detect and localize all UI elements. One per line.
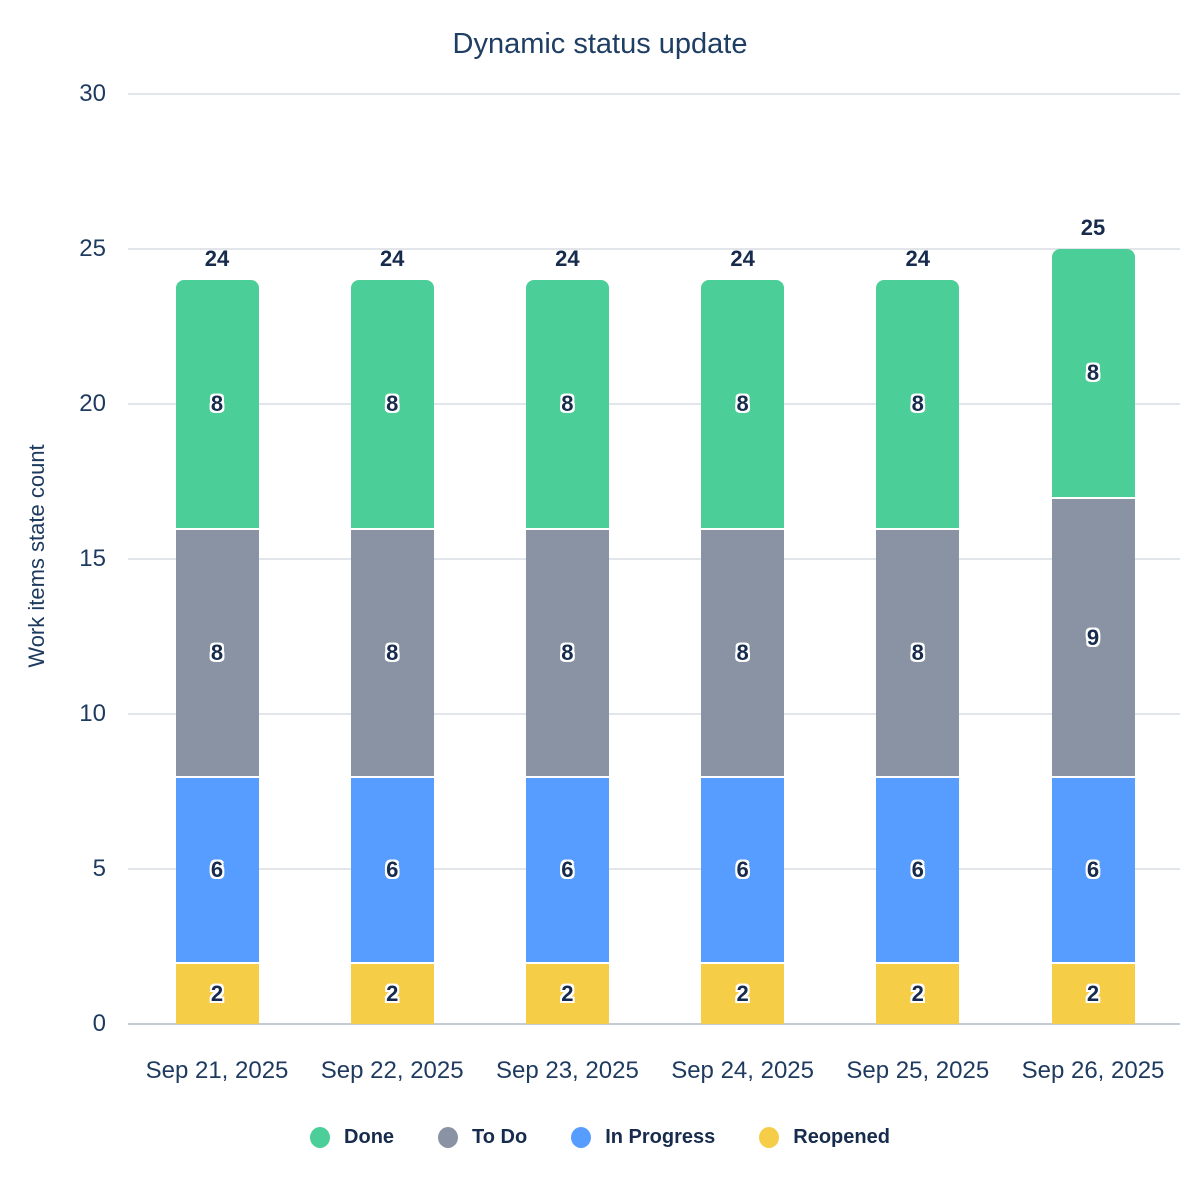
x-tick-label: Sep 22, 2025	[320, 1057, 464, 1084]
gridline	[128, 248, 1180, 250]
bar-segment-reopened[interactable]: 2	[701, 962, 785, 1024]
bar-segment-done[interactable]: 8	[350, 280, 434, 528]
segment-value-label: 8	[210, 640, 224, 665]
legend-item-reopened[interactable]: Reopened	[759, 1126, 890, 1149]
legend-label: In Progress	[605, 1126, 716, 1148]
legend-item-to-do[interactable]: To Do	[438, 1126, 527, 1149]
bar-segment-in-progress[interactable]: 6	[1051, 776, 1135, 962]
segment-value-label: 8	[561, 391, 574, 416]
segment-value-label: 2	[911, 981, 924, 1006]
bar-segment-to-do[interactable]: 8	[876, 528, 960, 776]
bar-segment-reopened[interactable]: 2	[525, 962, 609, 1024]
bar-sep-25-2025: 8 8 6 2	[876, 280, 960, 1024]
legend-label: Done	[344, 1126, 395, 1148]
y-tick-label: 15	[79, 545, 106, 572]
bar-total-label: 24	[379, 246, 405, 271]
bar-sep-26-2025: 8 9 6 2	[1051, 249, 1135, 1024]
gridline	[128, 713, 1180, 715]
bar-total-label: 24	[730, 246, 755, 271]
segment-value-label: 8	[736, 391, 749, 416]
segment-value-label: 6	[736, 857, 749, 882]
gridline	[128, 868, 1180, 870]
bar-segment-in-progress[interactable]: 6	[876, 776, 960, 962]
bar-segment-done[interactable]: 8	[525, 280, 609, 528]
y-tick-label: 0	[92, 1010, 106, 1037]
bar-segment-to-do[interactable]: 8	[701, 528, 785, 776]
bar-segment-done[interactable]: 8	[701, 280, 785, 528]
bar-segment-in-progress[interactable]: 6	[175, 776, 259, 962]
bar-sep-21-2025: 8 8 6 2	[175, 280, 259, 1024]
segment-value-label: 6	[561, 857, 574, 882]
bar-segment-done[interactable]: 8	[1051, 249, 1135, 497]
bar-total-label: 24	[905, 246, 931, 271]
segment-value-label: 2	[736, 981, 749, 1006]
segment-value-label: 8	[210, 391, 224, 416]
bar-segment-reopened[interactable]: 2	[350, 962, 434, 1024]
legend: Done To Do In Progress Reopened	[0, 1126, 1200, 1149]
segment-value-label: 8	[561, 640, 574, 665]
segment-value-label: 2	[386, 981, 399, 1006]
legend-item-in-progress[interactable]: In Progress	[571, 1126, 715, 1149]
segment-value-label: 9	[1086, 624, 1100, 650]
bar-sep-24-2025: 8 8 6 2	[701, 280, 785, 1024]
y-tick-label: 20	[79, 390, 106, 417]
bar-segment-in-progress[interactable]: 6	[350, 776, 434, 962]
segment-value-label: 6	[911, 857, 924, 882]
segment-value-label: 8	[736, 640, 749, 665]
segment-value-label: 8	[386, 391, 399, 416]
x-tick-label: Sep 21, 2025	[145, 1057, 289, 1084]
bar-total-label: 25	[1080, 215, 1106, 240]
segment-value-label: 8	[386, 640, 399, 665]
chart-title: Dynamic status update	[452, 28, 748, 60]
x-tick-label: Sep 25, 2025	[846, 1057, 990, 1084]
legend-dot-in-progress	[571, 1127, 592, 1148]
legend-label: To Do	[472, 1126, 528, 1148]
y-tick-label: 10	[79, 700, 106, 727]
bar-segment-to-do[interactable]: 9	[1051, 497, 1135, 776]
bar-segment-reopened[interactable]: 2	[175, 962, 259, 1024]
gridline	[128, 403, 1180, 405]
segment-value-label: 2	[1086, 981, 1100, 1006]
bar-total-label: 24	[204, 246, 230, 271]
bar-total-label: 24	[555, 246, 580, 271]
y-tick-label: 5	[92, 855, 106, 882]
y-tick-label: 30	[79, 80, 106, 107]
bar-segment-to-do[interactable]: 8	[350, 528, 434, 776]
legend-dot-to-do	[438, 1127, 459, 1148]
segment-value-label: 8	[911, 391, 924, 416]
bar-segment-in-progress[interactable]: 6	[525, 776, 609, 962]
segment-value-label: 6	[1086, 857, 1100, 882]
segment-value-label: 2	[210, 981, 224, 1006]
bar-segment-to-do[interactable]: 8	[525, 528, 609, 776]
bar-segment-reopened[interactable]: 2	[1051, 962, 1135, 1024]
segment-value-label: 6	[386, 857, 399, 882]
x-tick-label: Sep 23, 2025	[495, 1057, 639, 1084]
bar-segment-in-progress[interactable]: 6	[701, 776, 785, 962]
segment-value-label: 8	[911, 640, 924, 665]
legend-dot-reopened	[759, 1127, 780, 1148]
gridline	[128, 558, 1180, 560]
gridline	[128, 93, 1180, 95]
segment-value-label: 6	[210, 857, 224, 882]
x-tick-label: Sep 24, 2025	[671, 1057, 814, 1084]
bar-sep-22-2025: 8 8 6 2	[350, 280, 434, 1024]
y-tick-label: 25	[79, 235, 106, 262]
segment-value-label: 2	[561, 981, 574, 1006]
bar-segment-done[interactable]: 8	[876, 280, 960, 528]
x-axis-line	[128, 1023, 1180, 1025]
x-tick-label: Sep 26, 2025	[1021, 1057, 1165, 1084]
bar-segment-done[interactable]: 8	[175, 280, 259, 528]
legend-label: Reopened	[793, 1126, 890, 1148]
bar-segment-reopened[interactable]: 2	[876, 962, 960, 1024]
segment-value-label: 8	[1086, 360, 1100, 385]
legend-dot-done	[310, 1127, 331, 1148]
legend-item-done[interactable]: Done	[310, 1126, 394, 1149]
bar-segment-to-do[interactable]: 8	[175, 528, 259, 776]
bar-sep-23-2025: 8 8 6 2	[525, 280, 609, 1024]
